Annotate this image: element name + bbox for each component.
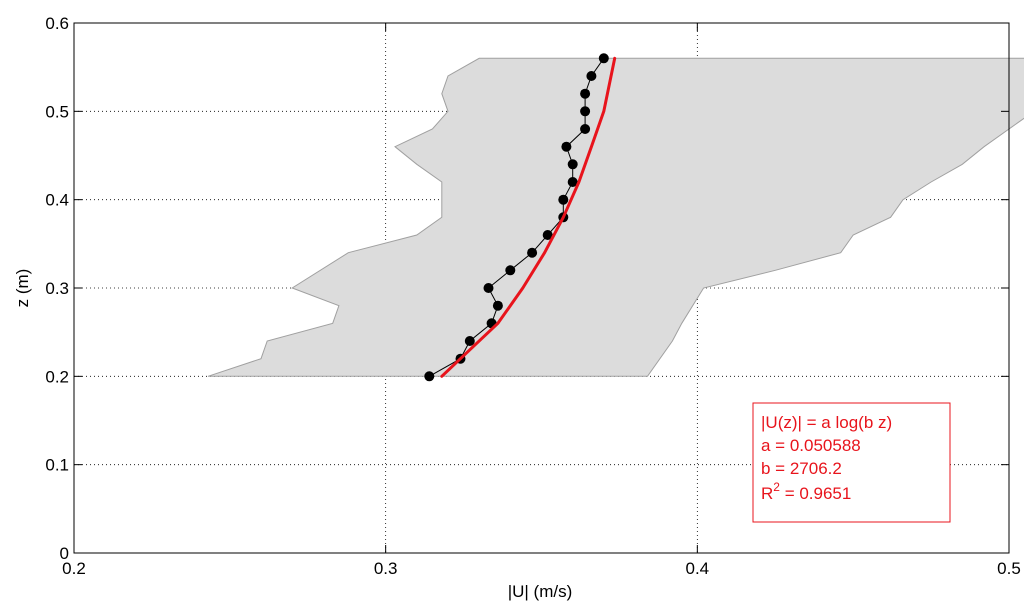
data-point	[424, 371, 435, 382]
fit-legend: |U(z)| = a log(b z) a = 0.050588 b = 270…	[752, 402, 951, 523]
x-tick-labels: 0.2 0.3 0.4 0.5	[62, 559, 1021, 578]
range-band	[207, 57, 1024, 377]
legend-box	[752, 402, 951, 523]
data-point	[580, 124, 591, 134]
data-point	[561, 141, 572, 152]
axis-ticks	[73, 22, 1010, 554]
legend-equation: |U(z)| = a log(b z)	[761, 413, 892, 432]
y-tick-label: 0.2	[45, 367, 69, 386]
y-tick-label: 0.4	[45, 191, 69, 210]
data-point	[483, 283, 494, 293]
data-point	[586, 71, 597, 81]
y-tick-label: 0	[60, 544, 69, 563]
legend-param-a: a = 0.050588	[761, 436, 861, 455]
data-point	[464, 336, 475, 346]
data-point	[558, 194, 569, 205]
legend-r-squared: R2 = 0.9651	[761, 480, 851, 503]
legend-param-b: b = 2706.2	[761, 459, 842, 478]
data-point	[505, 265, 516, 276]
x-tick-label: 0.2	[62, 559, 86, 578]
y-axis-label: z (m)	[13, 269, 32, 308]
legend-r-value: = 0.9651	[780, 484, 851, 503]
data-point	[567, 177, 578, 187]
data-point	[580, 88, 591, 99]
y-tick-label: 0.1	[45, 456, 69, 475]
data-point	[542, 230, 553, 240]
x-tick-label: 0.5	[997, 559, 1021, 578]
data-point	[598, 53, 609, 64]
y-tick-label: 0.5	[45, 102, 69, 121]
y-tick-labels: 0 0.1 0.2 0.3 0.4 0.5 0.6	[45, 14, 69, 563]
data-point	[527, 247, 538, 258]
x-tick-label: 0.3	[374, 559, 398, 578]
x-axis-label: |U| (m/s)	[508, 582, 573, 601]
data-point	[580, 106, 591, 117]
data-point	[567, 159, 578, 170]
x-tick-label: 0.4	[686, 559, 710, 578]
data-point	[492, 300, 503, 311]
y-tick-label: 0.3	[45, 279, 69, 298]
legend-r-exponent: 2	[773, 480, 780, 494]
fit-curve	[440, 56, 617, 378]
y-tick-label: 0.6	[45, 14, 69, 33]
legend-r-symbol: R	[761, 484, 773, 503]
